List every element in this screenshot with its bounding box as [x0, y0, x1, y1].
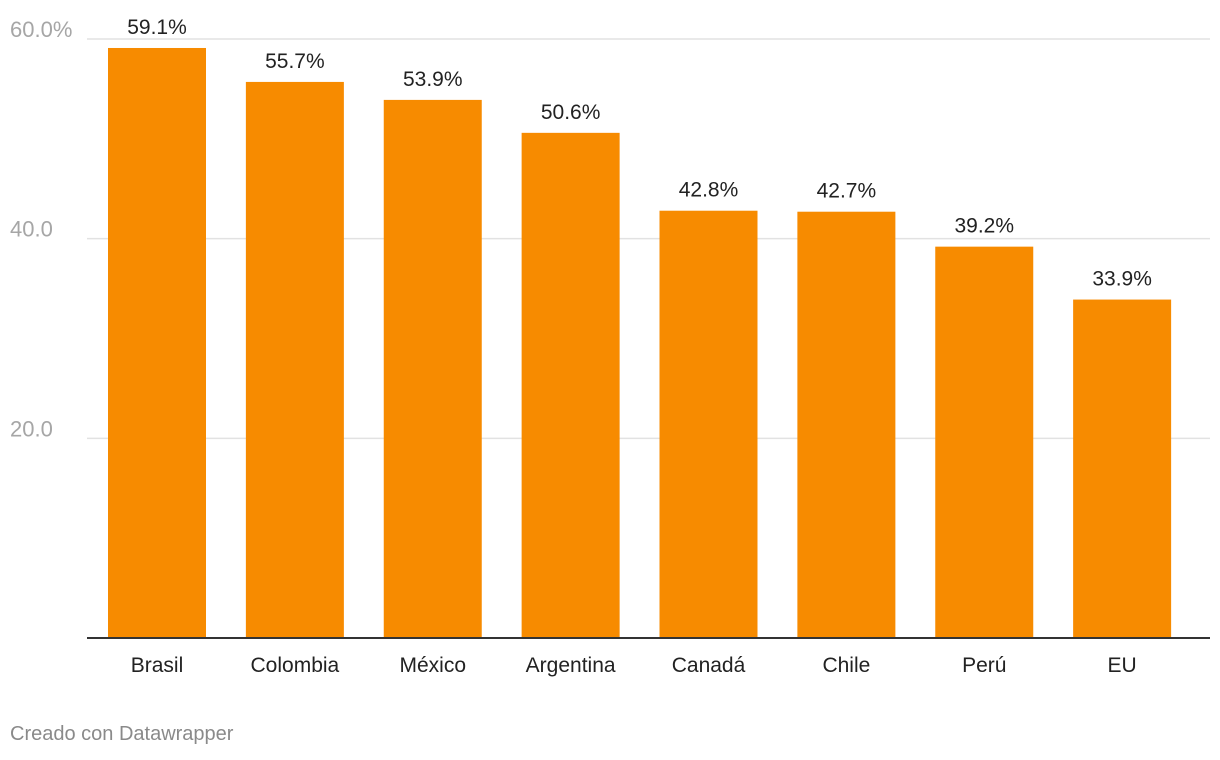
credit-text: Creado con Datawrapper — [10, 723, 234, 745]
bar — [108, 47, 206, 639]
value-label: 50.6% — [541, 101, 601, 124]
bar — [383, 99, 482, 639]
category-label: México — [399, 654, 466, 677]
y-tick-label: 20.0 — [10, 416, 53, 441]
bar-chart: 20.0 40.0 60.0% 59.1% 55.7% 53.9% 50.6% 42.8% 4… — [10, 16, 1210, 677]
y-axis-ticks: 20.0 40.0 60.0% — [10, 17, 72, 441]
category-label: Chile — [822, 654, 870, 677]
y-tick-label: 60.0% — [10, 17, 72, 42]
bar — [521, 132, 620, 639]
category-label: Argentina — [526, 654, 616, 677]
bar — [1073, 299, 1172, 638]
category-label: Perú — [962, 654, 1006, 677]
bar — [797, 211, 896, 638]
bars — [108, 47, 1172, 639]
category-label: Brasil — [131, 654, 184, 677]
value-label: 53.9% — [403, 68, 463, 91]
value-label: 39.2% — [954, 215, 1014, 238]
bar — [245, 81, 344, 638]
category-label: EU — [1108, 654, 1137, 677]
bar — [659, 210, 758, 639]
category-label: Colombia — [251, 654, 340, 677]
bar — [935, 246, 1034, 639]
value-label: 59.1% — [127, 16, 187, 39]
x-axis-labels: Brasil Colombia México Argentina Canadá Chile… — [131, 654, 1137, 677]
value-label: 33.9% — [1092, 268, 1152, 291]
value-label: 42.7% — [817, 180, 877, 203]
category-label: Canadá — [672, 654, 746, 677]
value-label: 55.7% — [265, 50, 325, 73]
y-tick-label: 40.0 — [10, 217, 53, 242]
value-labels: 59.1% 55.7% 53.9% 50.6% 42.8% 42.7% 39.2% 33.9% — [127, 16, 1152, 291]
value-label: 42.8% — [679, 179, 739, 202]
